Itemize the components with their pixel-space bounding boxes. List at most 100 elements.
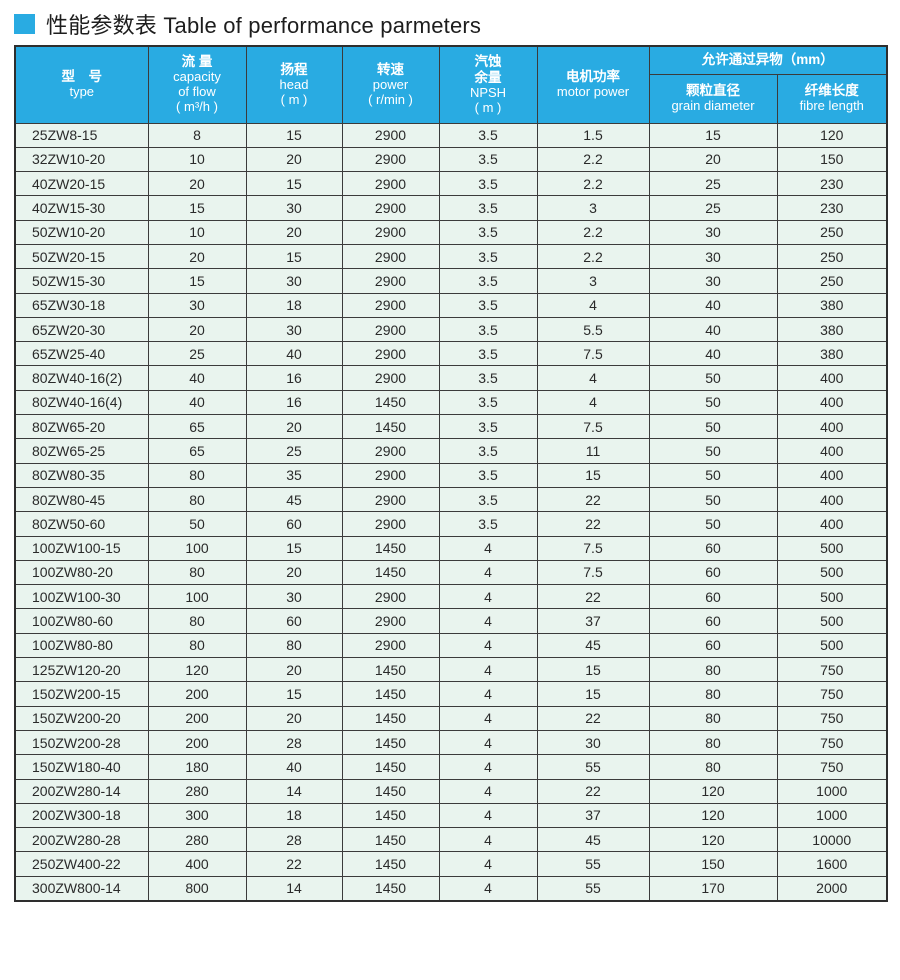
value-cell: 1450 <box>341 729 440 756</box>
value-cell: 3.5 <box>438 219 538 245</box>
header-head: 扬程 head ( m ) <box>245 45 343 124</box>
value-cell: 2900 <box>341 268 440 294</box>
value-cell: 20 <box>245 559 343 586</box>
value-cell: 15 <box>245 681 343 707</box>
header-head-en: head <box>279 76 309 92</box>
value-cell: 80 <box>147 559 247 586</box>
value-cell: 3.5 <box>438 195 538 221</box>
header-npsh-en: NPSH <box>469 85 507 100</box>
header-type-en: type <box>69 84 95 100</box>
value-cell: 20 <box>245 414 343 440</box>
table-row: 200ZW300-18 300 18 1450 4 37 120 1000 <box>14 802 888 829</box>
header-foreign-matter-zh: 允许通过异物（mm） <box>701 52 834 68</box>
value-cell: 40 <box>147 389 247 416</box>
value-cell: 50 <box>648 511 778 537</box>
value-cell: 25 <box>245 438 343 464</box>
value-cell: 1450 <box>341 851 440 877</box>
value-cell: 55 <box>536 875 650 902</box>
table-header: 型 号 type 流 量 capacity of flow ( m³/h ) 扬… <box>14 45 888 124</box>
header-grain-diameter: 颗粒直径 grain diameter <box>648 73 778 124</box>
value-cell: 1450 <box>341 389 440 416</box>
value-cell: 3.5 <box>438 171 538 197</box>
table-body: 25ZW8-15 8 15 2900 3.5 1.5 15 120 32ZW10-20 10 20 2… <box>14 122 888 902</box>
value-cell: 20 <box>245 219 343 245</box>
value-cell: 65 <box>147 414 247 440</box>
header-grain-zh: 颗粒直径 <box>686 82 740 98</box>
value-cell: 2900 <box>341 195 440 221</box>
value-cell: 3 <box>536 195 650 221</box>
header-fibre-zh: 纤维长度 <box>804 82 859 98</box>
header-fibre-en: fibre length <box>799 98 864 114</box>
value-cell: 2900 <box>341 292 440 318</box>
table-row: 65ZW20-30 20 30 2900 3.5 5.5 40 380 <box>14 316 888 343</box>
value-cell: 500 <box>776 535 888 561</box>
value-cell: 2.2 <box>536 243 650 270</box>
model-cell: 200ZW280-14 <box>14 778 149 804</box>
value-cell: 1600 <box>776 851 888 877</box>
value-cell: 8 <box>147 122 247 148</box>
value-cell: 50 <box>648 414 778 440</box>
value-cell: 170 <box>648 875 778 902</box>
value-cell: 3.5 <box>438 316 538 343</box>
value-cell: 380 <box>776 292 888 318</box>
value-cell: 3.5 <box>438 268 538 294</box>
value-cell: 280 <box>147 778 247 804</box>
value-cell: 20 <box>245 657 343 683</box>
model-cell: 65ZW25-40 <box>14 341 149 367</box>
value-cell: 2900 <box>341 438 440 464</box>
value-cell: 20 <box>648 146 778 173</box>
value-cell: 200 <box>147 681 247 707</box>
value-cell: 4 <box>438 851 538 877</box>
value-cell: 230 <box>776 171 888 197</box>
value-cell: 1450 <box>341 875 440 902</box>
table-row: 150ZW200-20 200 20 1450 4 22 80 750 <box>14 705 888 731</box>
value-cell: 100 <box>147 584 247 610</box>
header-motor: 电机功率 motor power <box>536 45 650 124</box>
value-cell: 10 <box>147 146 247 173</box>
table-row: 65ZW25-40 25 40 2900 3.5 7.5 40 380 <box>14 341 888 367</box>
value-cell: 750 <box>776 729 888 756</box>
table-row: 80ZW65-25 65 25 2900 3.5 11 50 400 <box>14 438 888 464</box>
value-cell: 250 <box>776 268 888 294</box>
value-cell: 4 <box>438 827 538 853</box>
value-cell: 80 <box>147 632 247 659</box>
page-title: 性能参数表 Table of performance parmeters <box>46 13 482 38</box>
header-fibre-length: 纤维长度 fibre length <box>776 73 888 124</box>
value-cell: 230 <box>776 195 888 221</box>
value-cell: 2900 <box>341 511 440 537</box>
table-row: 65ZW30-18 30 18 2900 3.5 4 40 380 <box>14 292 888 318</box>
model-cell: 150ZW180-40 <box>14 754 149 780</box>
header-npsh-zh2: 余量 <box>474 69 502 85</box>
value-cell: 4 <box>438 559 538 586</box>
value-cell: 80 <box>648 729 778 756</box>
header-head-zh: 扬程 <box>280 61 308 77</box>
table-row: 50ZW10-20 10 20 2900 3.5 2.2 30 250 <box>14 219 888 245</box>
value-cell: 40 <box>648 341 778 367</box>
value-cell: 30 <box>245 195 343 221</box>
table-row: 200ZW280-14 280 14 1450 4 22 120 1000 <box>14 778 888 804</box>
value-cell: 25 <box>648 171 778 197</box>
value-cell: 22 <box>536 778 650 804</box>
table-row: 50ZW20-15 20 15 2900 3.5 2.2 30 250 <box>14 243 888 270</box>
value-cell: 37 <box>536 802 650 829</box>
table-row: 250ZW400-22 400 22 1450 4 55 150 1600 <box>14 851 888 877</box>
value-cell: 60 <box>648 608 778 634</box>
value-cell: 4 <box>438 657 538 683</box>
value-cell: 80 <box>648 657 778 683</box>
model-cell: 65ZW20-30 <box>14 316 149 343</box>
value-cell: 4 <box>536 292 650 318</box>
table-row: 80ZW65-20 65 20 1450 3.5 7.5 50 400 <box>14 414 888 440</box>
value-cell: 30 <box>648 243 778 270</box>
value-cell: 150 <box>648 851 778 877</box>
value-cell: 22 <box>536 486 650 513</box>
table-row: 150ZW180-40 180 40 1450 4 55 80 750 <box>14 754 888 780</box>
value-cell: 2.2 <box>536 171 650 197</box>
value-cell: 45 <box>536 632 650 659</box>
table-row: 300ZW800-14 800 14 1450 4 55 170 2000 <box>14 875 888 902</box>
value-cell: 750 <box>776 754 888 780</box>
value-cell: 280 <box>147 827 247 853</box>
header-speed: 转速 power ( r/min ) <box>341 45 440 124</box>
table-row: 40ZW15-30 15 30 2900 3.5 3 25 230 <box>14 195 888 221</box>
header-type: 型 号 type <box>14 45 149 124</box>
value-cell: 15 <box>648 122 778 148</box>
